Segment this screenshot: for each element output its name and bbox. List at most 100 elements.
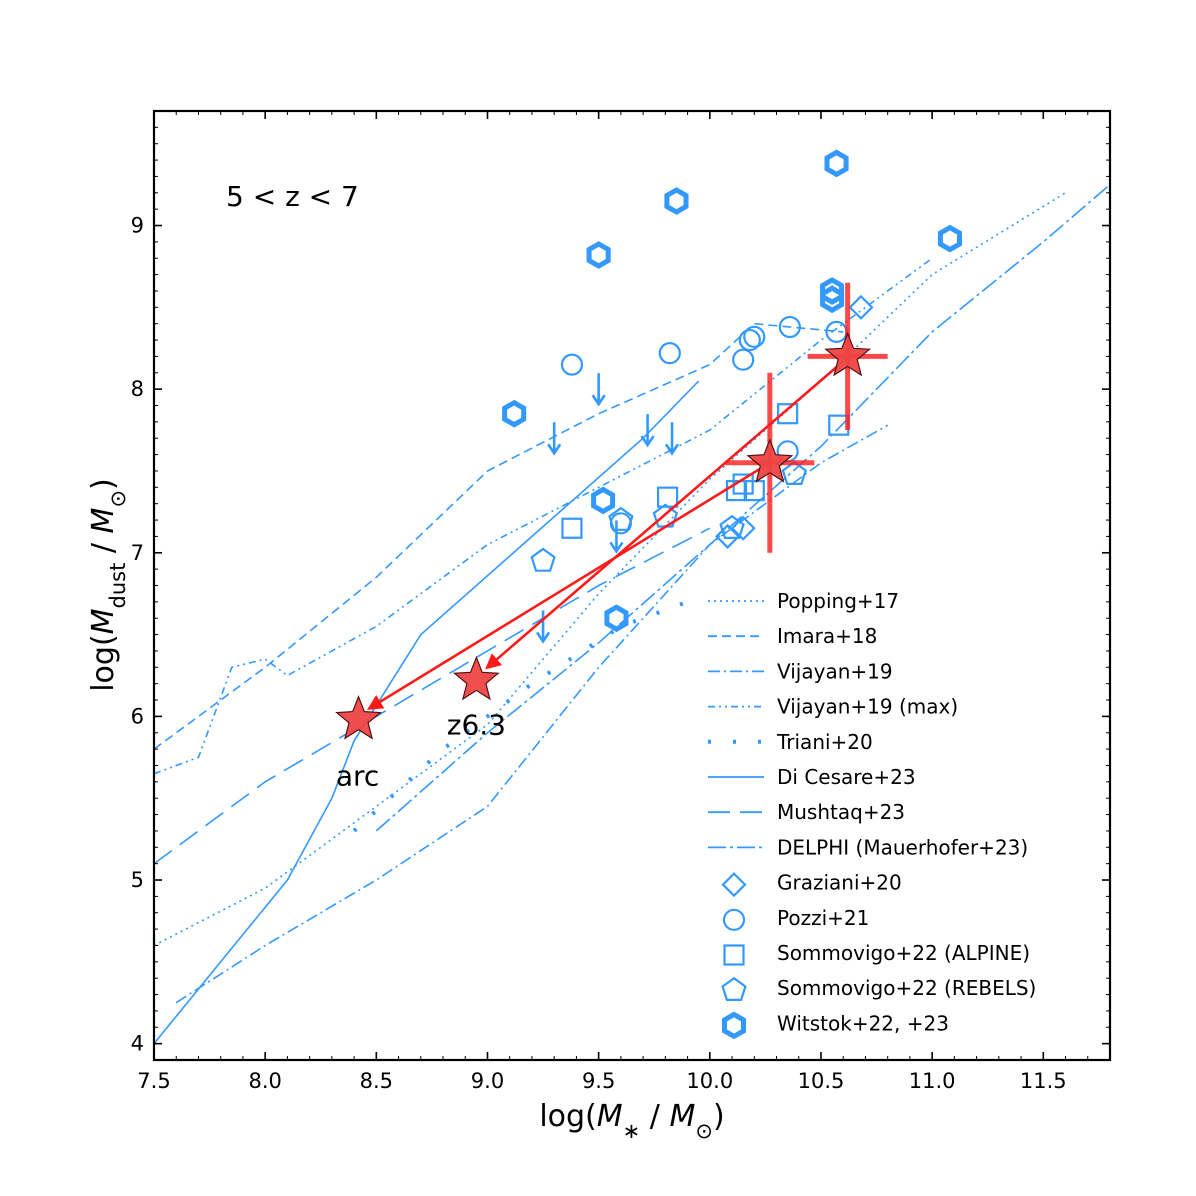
legend-entry-7: DELPHI (Mauerhofer+23) bbox=[708, 835, 1028, 859]
upper-limit-head bbox=[609, 541, 624, 554]
x-tick-label: 8.5 bbox=[360, 1069, 393, 1093]
model-line-2 bbox=[175, 424, 889, 1004]
legend-hexagon-marker bbox=[722, 1011, 746, 1040]
legend-label: Vijayan+19 (max) bbox=[777, 695, 958, 719]
hexagon-point-8 bbox=[604, 604, 629, 633]
axis-title-part: / bbox=[86, 533, 121, 562]
legend-label: Pozzi+21 bbox=[777, 906, 869, 930]
hexagon-point-5 bbox=[820, 285, 845, 314]
y-tick-label: 8 bbox=[131, 377, 144, 401]
legend-entry-5: Di Cesare+23 bbox=[708, 765, 916, 789]
axis-title-part: M bbox=[597, 1099, 623, 1134]
star-label-z6-3: z6.3 bbox=[447, 708, 506, 741]
legend-label: Sommovigo+22 (ALPINE) bbox=[777, 941, 1030, 965]
model-line-3 bbox=[154, 257, 933, 775]
diamond-point-0 bbox=[730, 515, 756, 541]
x-tick-label: 10.5 bbox=[798, 1069, 845, 1093]
y-tick-label: 4 bbox=[131, 1032, 144, 1056]
model-line-5 bbox=[154, 380, 700, 1045]
hexagon-point-7 bbox=[591, 486, 616, 515]
legend-label: DELPHI (Mauerhofer+23) bbox=[777, 835, 1028, 859]
x-tick-label: 10.0 bbox=[686, 1069, 733, 1093]
y-tick-label: 9 bbox=[131, 214, 144, 238]
redshift-annotation: 5 < z < 7 bbox=[226, 180, 359, 213]
legend-square-marker bbox=[723, 944, 745, 966]
upper-limit-head bbox=[535, 631, 551, 644]
y-tick-label: 7 bbox=[131, 541, 144, 565]
legend-diamond-marker bbox=[721, 872, 747, 898]
y-axis-title: log(Mdust / M⊙) bbox=[86, 478, 130, 692]
x-tick-label: 8.0 bbox=[248, 1069, 281, 1093]
axis-title-part: M bbox=[669, 1099, 695, 1134]
upper-limit-1 bbox=[640, 414, 655, 448]
legend-label: Sommovigo+22 (REBELS) bbox=[777, 976, 1036, 1000]
hexagon-point-0 bbox=[586, 241, 611, 269]
x-tick-label: 9.0 bbox=[471, 1069, 504, 1093]
legend-label: Graziani+20 bbox=[777, 871, 902, 895]
upper-limit-0 bbox=[591, 373, 606, 407]
shift-arrow-1 bbox=[485, 360, 845, 670]
circle-point-3 bbox=[738, 328, 761, 352]
diamond-point-2 bbox=[848, 294, 874, 320]
hexagon-point-6 bbox=[502, 399, 527, 428]
legend-label: Mushtaq+23 bbox=[777, 800, 905, 824]
galaxy-star-0 bbox=[335, 695, 382, 740]
axis-title-part: ∗ bbox=[623, 1119, 641, 1143]
circle-point-5 bbox=[778, 315, 801, 339]
pentagon-point-1 bbox=[608, 506, 634, 531]
circle-point-0 bbox=[560, 353, 584, 376]
hexagon-point-1 bbox=[664, 187, 689, 215]
star-label-arc: arc bbox=[336, 760, 379, 793]
axis-ticks: 7.5 8.0 8.5 9.0 9.5 10.0 10.5 11.0 11.5 4 5 6 7 8 9 bbox=[131, 110, 1111, 1093]
legend-entry-11: Sommovigo+22 (REBELS) bbox=[721, 976, 1036, 1002]
legend-entry-3: Vijayan+19 (max) bbox=[708, 695, 958, 719]
legend-label: Popping+17 bbox=[777, 589, 899, 613]
legend-label: Triani+20 bbox=[776, 730, 873, 754]
upper-limit-2 bbox=[664, 422, 680, 456]
upper-limit-3 bbox=[547, 422, 562, 456]
axis-title-part: ⊙ bbox=[695, 1119, 713, 1143]
legend-circle-marker bbox=[722, 908, 746, 931]
legend-label: Vijayan+19 bbox=[777, 659, 893, 683]
legend-entry-10: Sommovigo+22 (ALPINE) bbox=[723, 941, 1030, 966]
legend-label: Imara+18 bbox=[777, 624, 877, 648]
shift-arrow-0 bbox=[366, 461, 771, 710]
square-point-6 bbox=[725, 480, 748, 502]
x-tick-label: 7.5 bbox=[137, 1069, 170, 1093]
x-tick-label: 9.5 bbox=[582, 1069, 615, 1093]
legend-entry-4: Triani+20 bbox=[708, 730, 873, 754]
model-line-6 bbox=[154, 527, 711, 865]
axis-title-part: log( bbox=[539, 1099, 596, 1134]
axis-title-part: M bbox=[86, 507, 121, 533]
hexagon-point-3 bbox=[937, 224, 962, 253]
galaxy-star-1 bbox=[452, 655, 500, 701]
legend-entry-6: Mushtaq+23 bbox=[708, 800, 905, 824]
legend-pentagon-marker bbox=[721, 976, 747, 1002]
galaxy-star-3 bbox=[824, 331, 872, 377]
diamond-point-1 bbox=[715, 523, 741, 549]
x-axis-title: log(M∗ / M⊙) bbox=[539, 1099, 724, 1143]
axis-title-part: M bbox=[86, 608, 121, 634]
x-tick-label: 11.0 bbox=[909, 1069, 956, 1093]
legend-entry-0: Popping+17 bbox=[708, 589, 899, 613]
upper-limit-head bbox=[640, 435, 655, 448]
upper-limit-5 bbox=[535, 610, 551, 644]
circle-point-2 bbox=[732, 348, 755, 371]
pentagon-point-4 bbox=[781, 460, 807, 485]
galaxy-star-2 bbox=[746, 438, 794, 483]
axis-title-part: ) bbox=[713, 1099, 725, 1134]
axis-title-part: ⊙ bbox=[106, 490, 130, 508]
square-point-3 bbox=[743, 480, 765, 502]
legend-entry-12: Witstok+22, +23 bbox=[722, 1011, 949, 1040]
axis-title-part: ) bbox=[86, 478, 121, 490]
square-point-0 bbox=[561, 517, 583, 539]
hexagon-point-4 bbox=[820, 277, 845, 305]
legend-entry-8: Graziani+20 bbox=[721, 871, 902, 898]
axis-title-part: dust bbox=[106, 563, 130, 609]
legend-entry-2: Vijayan+19 bbox=[708, 659, 893, 683]
upper-limit-4 bbox=[609, 520, 624, 554]
circle-point-1 bbox=[658, 342, 681, 365]
upper-limit-head bbox=[547, 443, 562, 456]
pentagon-point-3 bbox=[719, 514, 745, 540]
